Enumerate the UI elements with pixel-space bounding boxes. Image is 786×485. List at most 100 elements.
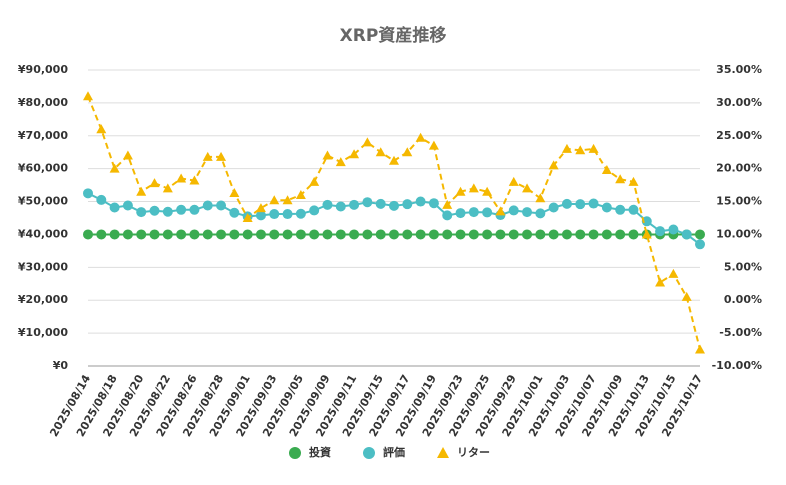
point	[216, 229, 227, 240]
point	[495, 206, 506, 216]
point	[468, 183, 479, 193]
point	[628, 176, 639, 186]
y2-tick-label: 10.00%	[716, 227, 762, 240]
point	[389, 200, 399, 211]
point	[282, 209, 293, 220]
point	[122, 150, 133, 160]
point	[455, 229, 466, 240]
point	[455, 186, 466, 196]
point	[428, 140, 439, 150]
y2-tick-label: -10.00%	[712, 359, 762, 372]
point	[548, 160, 559, 170]
point	[255, 203, 266, 213]
point	[202, 151, 213, 161]
point	[109, 229, 120, 240]
point	[695, 229, 705, 240]
point	[229, 207, 240, 218]
legend-marker	[437, 447, 449, 458]
point	[83, 91, 93, 101]
point	[548, 202, 559, 213]
y2-tick-label: 20.00%	[716, 162, 762, 175]
point	[415, 132, 426, 142]
point	[176, 229, 187, 240]
point	[668, 224, 679, 235]
point	[681, 291, 692, 301]
point	[322, 229, 333, 240]
point	[242, 213, 253, 222]
point	[362, 197, 373, 208]
legend-marker	[289, 447, 301, 459]
point	[255, 229, 266, 240]
point	[269, 209, 280, 220]
series-line	[87, 95, 701, 350]
point	[601, 164, 612, 174]
point	[282, 195, 293, 205]
point	[349, 229, 360, 240]
point	[349, 149, 360, 159]
point	[96, 194, 107, 205]
point	[402, 229, 413, 240]
y-tick-label: ¥30,000	[18, 260, 68, 273]
point	[162, 229, 173, 240]
point	[655, 277, 666, 287]
point	[176, 173, 187, 183]
point	[601, 229, 612, 240]
point	[575, 145, 586, 155]
point	[588, 143, 599, 153]
point	[375, 229, 386, 240]
point	[695, 344, 705, 354]
point	[628, 229, 639, 240]
point	[428, 229, 439, 240]
point	[535, 229, 546, 240]
point	[362, 137, 373, 147]
point	[442, 210, 453, 221]
y2-tick-label: 25.00%	[716, 129, 762, 142]
point	[535, 208, 546, 219]
point	[641, 229, 652, 239]
legend-label: 投資	[309, 445, 331, 459]
point	[389, 229, 399, 240]
point	[588, 229, 599, 240]
y2-tick-label: 35.00%	[716, 63, 762, 76]
point	[575, 199, 586, 210]
point	[508, 205, 519, 216]
y2-tick-label: 30.00%	[716, 96, 762, 109]
point	[202, 200, 213, 211]
point	[229, 188, 240, 198]
point	[96, 124, 107, 134]
point	[335, 229, 346, 240]
point	[468, 207, 479, 218]
point	[442, 199, 453, 209]
point	[601, 202, 612, 213]
y-tick-label: ¥10,000	[18, 326, 68, 339]
point	[428, 198, 439, 209]
point	[149, 178, 160, 188]
point	[335, 201, 346, 212]
y2-tick-label: 5.00%	[724, 260, 762, 273]
point	[362, 229, 373, 240]
point	[402, 147, 413, 157]
point	[122, 229, 133, 240]
point	[668, 268, 679, 278]
y-tick-label: ¥20,000	[18, 293, 68, 306]
legend-marker	[363, 447, 375, 459]
point	[229, 229, 240, 240]
point	[216, 200, 227, 211]
point	[309, 176, 320, 186]
point	[136, 229, 147, 240]
point	[202, 229, 213, 240]
point	[482, 186, 493, 196]
point	[415, 229, 426, 240]
point	[189, 204, 200, 215]
y-tick-label: ¥50,000	[18, 195, 68, 208]
y2-tick-label: 15.00%	[716, 195, 762, 208]
point	[402, 199, 413, 210]
point	[269, 195, 280, 205]
point	[255, 210, 266, 221]
point	[522, 207, 533, 218]
point	[482, 229, 493, 240]
point	[309, 229, 320, 240]
point	[495, 229, 506, 240]
point	[216, 151, 227, 161]
